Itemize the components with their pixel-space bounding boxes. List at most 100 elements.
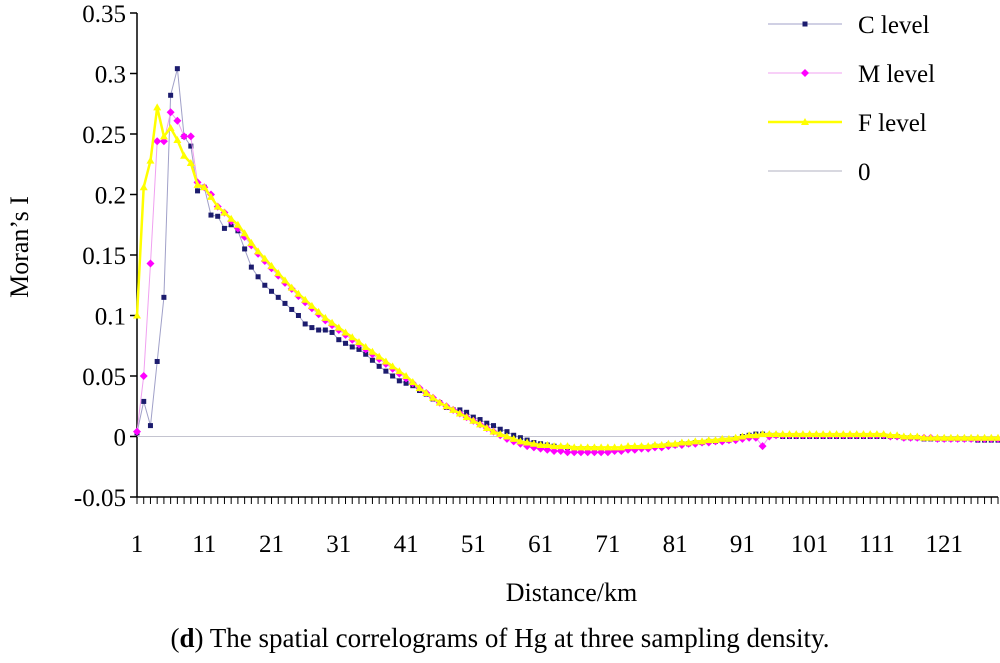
legend-label: M level xyxy=(858,61,935,88)
data-point-f-level xyxy=(644,442,653,450)
x-tick-label: 51 xyxy=(461,531,486,558)
data-point-c-level xyxy=(141,398,147,404)
y-tick-label: 0.15 xyxy=(82,243,126,270)
y-tick-label: 0.1 xyxy=(95,304,126,331)
x-tick-label: 101 xyxy=(791,531,829,558)
data-point-f-level xyxy=(301,295,310,303)
data-point-f-level xyxy=(563,442,572,450)
data-point-c-level xyxy=(262,282,268,288)
data-point-f-level xyxy=(684,438,693,446)
data-point-f-level xyxy=(375,352,384,360)
data-point-f-level xyxy=(476,420,485,428)
data-point-c-level xyxy=(376,363,382,369)
data-point-f-level xyxy=(529,439,538,447)
legend-label: C level xyxy=(858,12,930,39)
data-point-f-level xyxy=(502,432,511,440)
y-tick-label: 0.25 xyxy=(82,122,126,149)
y-tick-label: 0.2 xyxy=(95,183,126,210)
y-tick-label: 0.05 xyxy=(82,364,126,391)
data-point-f-level xyxy=(368,347,377,355)
data-point-c-level xyxy=(208,212,214,218)
data-point-f-level xyxy=(536,440,545,448)
data-point-f-level xyxy=(267,261,276,269)
data-point-f-level xyxy=(704,436,713,444)
x-tick-label: 61 xyxy=(528,531,553,558)
data-point-f-level xyxy=(879,430,888,438)
data-point-f-level xyxy=(798,430,807,438)
data-point-f-level xyxy=(980,433,989,441)
legend-label: 0 xyxy=(858,159,871,186)
x-tick-label: 111 xyxy=(859,531,895,558)
data-point-f-level xyxy=(280,276,289,284)
data-point-c-level xyxy=(161,294,167,300)
y-tick-label: 0 xyxy=(114,425,127,452)
data-point-f-level xyxy=(657,440,666,448)
data-point-f-level xyxy=(227,214,236,222)
data-point-m-level xyxy=(186,132,195,141)
data-point-f-level xyxy=(872,430,881,438)
legend-swatch-marker xyxy=(801,118,809,125)
data-point-f-level xyxy=(913,432,922,440)
x-tick-label: 91 xyxy=(730,531,755,558)
data-point-m-level xyxy=(173,116,182,125)
x-tick-label: 31 xyxy=(326,531,351,558)
data-point-f-level xyxy=(200,183,209,191)
data-point-f-level xyxy=(758,430,767,438)
data-point-c-level xyxy=(242,246,248,252)
data-point-f-level xyxy=(307,301,316,309)
data-point-m-level xyxy=(139,372,148,380)
data-point-f-level xyxy=(186,159,195,167)
data-point-f-level xyxy=(846,430,855,438)
data-point-f-level xyxy=(193,180,202,188)
data-point-f-level xyxy=(455,409,464,417)
data-point-f-level xyxy=(671,439,680,447)
data-point-c-level xyxy=(497,426,503,432)
legend-item-m-level: M level xyxy=(768,61,935,88)
data-point-f-level xyxy=(832,430,841,438)
data-point-c-level xyxy=(390,373,396,379)
data-point-c-level xyxy=(356,346,362,352)
data-point-f-level xyxy=(462,413,471,421)
data-point-f-level xyxy=(442,402,451,410)
data-point-f-level xyxy=(852,430,861,438)
data-point-c-level xyxy=(289,306,295,312)
data-point-f-level xyxy=(348,333,357,341)
data-point-f-level xyxy=(967,433,976,441)
series-f-level xyxy=(133,103,1000,451)
data-point-f-level xyxy=(940,433,949,441)
data-point-f-level xyxy=(260,254,269,262)
data-point-c-level xyxy=(275,294,281,300)
data-point-f-level xyxy=(422,388,431,396)
data-point-c-level xyxy=(174,66,180,72)
data-point-c-level xyxy=(302,321,308,327)
data-point-f-level xyxy=(496,430,505,438)
legend-label: F level xyxy=(858,110,927,137)
data-point-f-level xyxy=(711,436,720,444)
data-point-f-level xyxy=(610,443,619,451)
data-point-f-level xyxy=(334,323,343,331)
data-point-c-level xyxy=(215,213,221,219)
data-point-f-level xyxy=(206,192,215,200)
data-point-f-level xyxy=(745,431,754,439)
data-point-f-level xyxy=(926,433,935,441)
data-point-f-level xyxy=(469,416,478,424)
data-point-m-level xyxy=(133,427,141,436)
data-point-m-level xyxy=(146,259,155,268)
legend-swatch-marker xyxy=(802,21,808,27)
data-point-f-level xyxy=(274,269,283,277)
data-point-f-level xyxy=(146,156,155,164)
data-point-f-level xyxy=(738,432,747,440)
data-point-f-level xyxy=(630,442,639,450)
data-point-f-level xyxy=(664,439,673,447)
data-point-f-level xyxy=(731,433,740,441)
data-point-c-level xyxy=(154,358,160,364)
data-point-c-level xyxy=(403,380,409,386)
data-point-f-level xyxy=(220,208,229,216)
data-point-f-level xyxy=(765,430,774,438)
data-point-f-level xyxy=(381,357,390,365)
data-point-f-level xyxy=(825,430,834,438)
data-point-c-level xyxy=(188,143,194,149)
data-point-f-level xyxy=(294,289,303,297)
data-point-c-level xyxy=(464,409,470,415)
